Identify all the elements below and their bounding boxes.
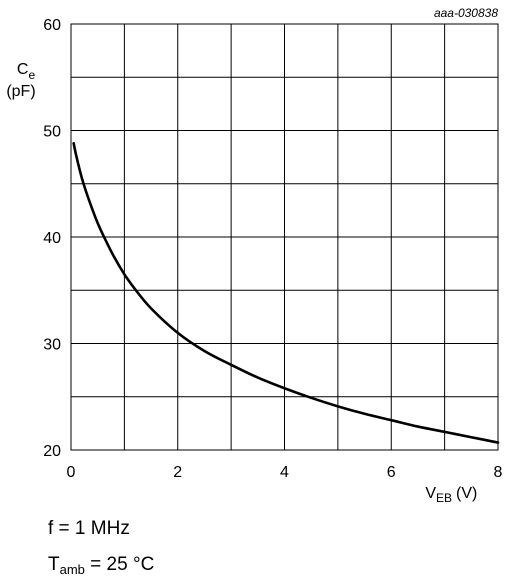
x-tick-label: 6 — [387, 464, 396, 481]
capacitance-curve — [72, 141, 500, 444]
condition-frequency: f = 1 MHz — [48, 518, 130, 539]
y-axis-label-symbol: Ce — [17, 61, 36, 82]
tamb-subscript: amb — [59, 562, 85, 577]
x-axis-unit: (V) — [456, 485, 477, 502]
y-tick-label: 60 — [43, 17, 61, 34]
x-tick-label: 2 — [173, 464, 182, 481]
condition-temperature: Tamb = 25 °C — [48, 555, 154, 576]
y-tick-labels: 20 30 40 50 60 — [43, 17, 61, 460]
x-tick-label: 8 — [494, 464, 503, 481]
y-axis-label-unit: (pF) — [6, 83, 35, 100]
x-tick-label: 4 — [280, 464, 289, 481]
tamb-value: = 25 °C — [84, 554, 155, 575]
x-axis-label: VEB — [425, 485, 452, 505]
figure-reference: aaa-030838 — [434, 6, 498, 20]
grid — [71, 24, 498, 450]
y-tick-label: 20 — [43, 443, 61, 460]
tamb-symbol: T — [48, 554, 60, 575]
y-tick-label: 30 — [43, 337, 61, 354]
x-tick-labels: 0 2 4 6 8 — [67, 464, 503, 481]
x-tick-label: 0 — [67, 464, 76, 481]
plot-frame — [70, 23, 499, 451]
y-tick-label: 40 — [43, 230, 61, 247]
y-tick-label: 50 — [43, 124, 61, 141]
